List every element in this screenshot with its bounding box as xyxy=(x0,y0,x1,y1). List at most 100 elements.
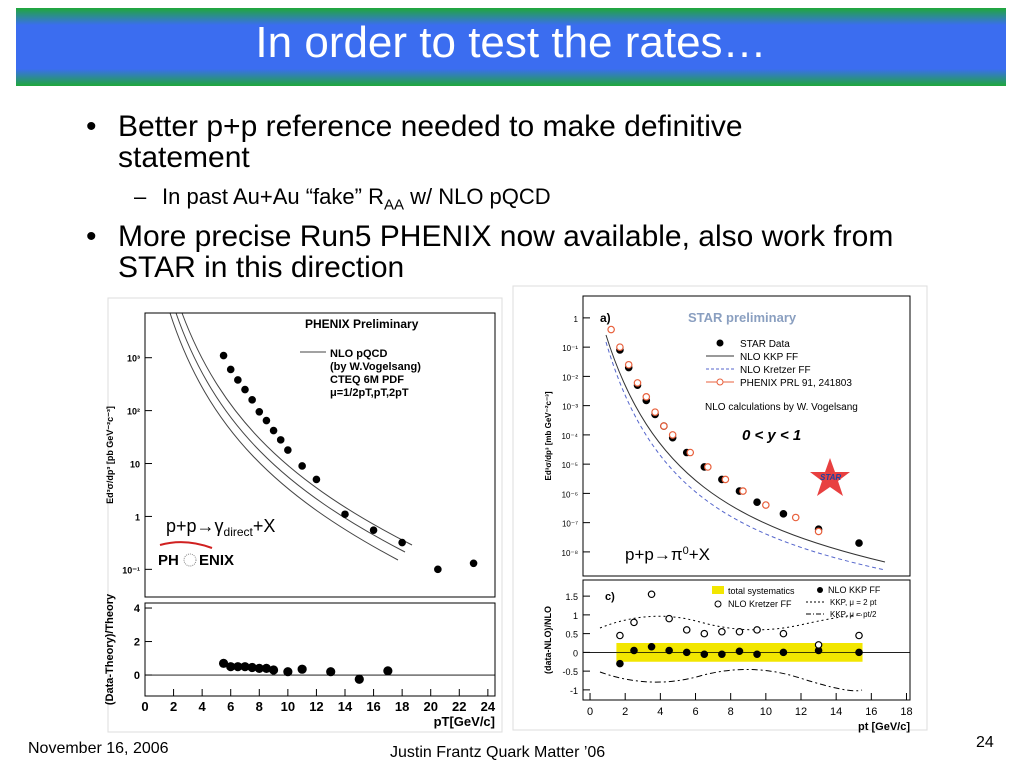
annotation-part: +X xyxy=(253,516,276,536)
data-point xyxy=(341,510,349,519)
y-tick-label: 10⁻³ xyxy=(562,403,578,412)
kkp-curve xyxy=(605,334,886,563)
data-point xyxy=(616,343,624,351)
y-tick-label: 4 xyxy=(134,603,141,615)
legend-marker xyxy=(817,587,823,593)
plot-frame xyxy=(582,295,911,577)
data-point xyxy=(686,448,695,457)
data-point xyxy=(298,462,306,470)
x-tick-label: 2 xyxy=(170,699,177,714)
data-point xyxy=(630,618,638,627)
logo-arc xyxy=(159,541,213,549)
x-tick-label: 2 xyxy=(622,706,628,718)
kretzer-curve xyxy=(605,341,886,571)
legend-swatch xyxy=(712,586,724,594)
bullet: More precise Run5 PHENIX now available, … xyxy=(118,220,894,284)
legend-text: NLO Kretzer FF xyxy=(740,365,811,376)
sub-bullet: In past Au+Au “fake” RAA w/ NLO pQCD xyxy=(162,184,551,213)
data-point xyxy=(651,408,659,416)
y-tick-label: 1 xyxy=(573,611,578,621)
x-tick-label: 18 xyxy=(395,699,409,714)
plot-frame xyxy=(144,602,496,697)
y-tick-label: 2 xyxy=(134,637,140,649)
footer-date: November 16, 2006 xyxy=(28,740,169,757)
text: w/ NLO pQCD xyxy=(403,184,551,209)
y-tick-label: 10⁻⁵ xyxy=(562,461,578,470)
x-tick-label: 0 xyxy=(587,706,593,718)
legend-marker xyxy=(716,378,724,386)
data-point xyxy=(735,647,744,656)
y-tick-label: 1 xyxy=(574,315,579,324)
data-point xyxy=(283,667,293,677)
range-label: 0 < y < 1 xyxy=(742,427,801,444)
x-axis-label: pT[GeV/c] xyxy=(434,714,495,729)
data-point xyxy=(779,648,788,657)
x-tick-label: 14 xyxy=(338,699,353,714)
logo-star xyxy=(183,553,197,567)
y-tick-label: 10⁻⁴ xyxy=(561,432,578,441)
legend-text: NLO KKP FF xyxy=(828,585,881,595)
panel-label: a) xyxy=(600,311,611,325)
x-tick-label: 4 xyxy=(199,699,207,714)
x-tick-label: 14 xyxy=(830,706,842,718)
y-tick-label: 10⁻⁸ xyxy=(562,549,579,558)
star-logo-text: STAR xyxy=(820,473,841,482)
x-tick-label: 22 xyxy=(452,699,466,714)
data-point xyxy=(297,664,307,674)
data-point xyxy=(633,379,642,387)
y-tick-label: 0 xyxy=(134,670,140,682)
legend-text: total systematics xyxy=(728,586,795,596)
data-point xyxy=(219,351,228,360)
data-point xyxy=(660,422,668,430)
legend-text: NLO Kretzer FF xyxy=(728,599,792,609)
x-tick-label: 10 xyxy=(760,706,772,718)
text: In past Au+Au “fake” R xyxy=(162,184,384,209)
data-point xyxy=(234,376,242,384)
data-point xyxy=(814,527,823,536)
legend-marker xyxy=(714,600,722,608)
data-point xyxy=(735,627,744,636)
y-axis-label: (data-NLO)/NLO xyxy=(543,606,553,674)
legend-text: CTEQ 6M PDF xyxy=(330,374,404,386)
data-point xyxy=(753,626,761,634)
legend-text: NLO KKP FF xyxy=(740,352,798,363)
data-point xyxy=(312,475,321,484)
legend-text: (by W.Vogelsang) xyxy=(330,361,421,373)
x-tick-label: 16 xyxy=(366,699,380,714)
footer-author: Justin Frantz Quark Matter ’06 xyxy=(390,744,606,761)
y-axis-label: Ed³σ/dp³ [mb GeV⁻²c⁻³] xyxy=(544,391,553,480)
data-point xyxy=(434,565,442,574)
x-tick-label: 8 xyxy=(256,699,263,714)
data-point xyxy=(398,538,406,547)
data-point xyxy=(682,626,691,634)
y-tick-label: 10⁻⁶ xyxy=(562,490,578,499)
y-tick-label: 0 xyxy=(573,648,578,658)
data-point xyxy=(383,666,393,676)
data-point xyxy=(718,627,726,636)
data-point xyxy=(700,650,709,659)
bullet-dot: • xyxy=(86,220,97,253)
data-point xyxy=(855,539,863,547)
legend-marker xyxy=(716,339,724,347)
annotation-part: p+p→γ xyxy=(166,516,224,536)
data-point xyxy=(718,650,726,659)
theory-curve xyxy=(169,312,399,561)
x-axis-label: pt [GeV/c] xyxy=(858,721,910,733)
data-point xyxy=(248,396,256,404)
data-point xyxy=(255,407,264,416)
legend-text: KKP, μ = pt/2 xyxy=(830,610,877,619)
x-tick-label: 4 xyxy=(657,706,663,718)
data-point xyxy=(855,631,863,640)
y-tick-label: 1.5 xyxy=(565,592,578,602)
data-point xyxy=(855,648,863,657)
y-tick-label: 0.5 xyxy=(565,630,578,640)
theory-curve xyxy=(175,312,406,553)
data-point xyxy=(616,659,624,668)
page-number: 24 xyxy=(976,734,994,751)
data-point xyxy=(647,642,656,651)
data-point xyxy=(753,650,761,659)
title-bar: In order to test the rates… xyxy=(16,8,1006,86)
y-tick-label: 10² xyxy=(127,407,140,417)
